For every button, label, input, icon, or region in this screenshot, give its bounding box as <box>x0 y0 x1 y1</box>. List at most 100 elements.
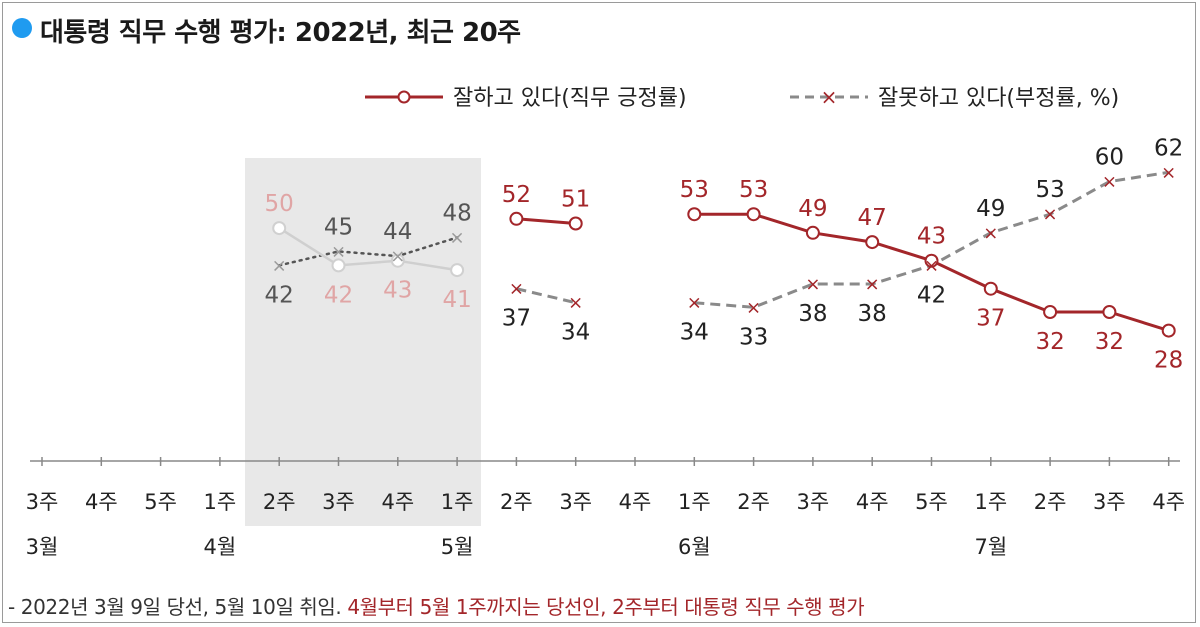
positive-data-label: 50 <box>265 191 294 217</box>
x-tick-label: 4주 <box>85 490 118 514</box>
negative-point: × <box>509 279 524 300</box>
x-tick-label: 1주 <box>441 490 474 514</box>
chart-title: 대통령 직무 수행 평가: 2022년, 최근 20주 <box>40 18 521 48</box>
positive-data-label: 37 <box>976 306 1005 332</box>
positive-data-label: 28 <box>1154 348 1183 374</box>
x-tick-label: 2주 <box>500 490 533 514</box>
x-tick-label: 2주 <box>263 490 296 514</box>
x-tick-label: 1주 <box>678 490 711 514</box>
month-label: 7월 <box>974 535 1007 559</box>
positive-point <box>983 281 998 296</box>
x-tick-label: 1주 <box>974 490 1007 514</box>
month-label: 5월 <box>441 535 474 559</box>
x-tick-label: 4주 <box>856 490 889 514</box>
positive-data-label: 43 <box>917 224 946 250</box>
negative-data-label: 38 <box>858 301 887 327</box>
positive-data-label: 51 <box>561 187 590 213</box>
negative-point: × <box>272 255 287 276</box>
positive-data-label: 49 <box>798 196 827 222</box>
positive-data-label: 43 <box>383 278 412 304</box>
negative-data-label: 42 <box>265 282 294 308</box>
x-tick-label: 3주 <box>559 490 592 514</box>
negative-point: × <box>805 274 820 295</box>
negative-data-label: 62 <box>1154 135 1183 161</box>
positive-point <box>272 221 287 236</box>
negative-data-label: 49 <box>976 196 1005 222</box>
legend-negative-marker: × <box>821 85 838 109</box>
positive-point <box>509 211 524 226</box>
x-tick-label: 3주 <box>1093 490 1126 514</box>
positive-data-label: 53 <box>680 177 709 203</box>
x-tick-label: 4주 <box>1152 490 1185 514</box>
negative-point: × <box>390 246 405 267</box>
negative-data-label: 42 <box>917 282 946 308</box>
x-tick-label: 3주 <box>322 490 355 514</box>
negative-point: × <box>746 297 761 318</box>
title-bullet-icon <box>12 18 32 38</box>
positive-point <box>805 225 820 240</box>
month-label: 3월 <box>26 535 59 559</box>
negative-point: × <box>1161 162 1176 183</box>
negative-point: × <box>1102 172 1117 193</box>
positive-point <box>1043 305 1058 319</box>
positive-point <box>1102 305 1117 319</box>
x-tick-label: 1주 <box>204 490 237 514</box>
positive-point <box>746 207 761 222</box>
x-tick-label: 4주 <box>619 490 652 514</box>
positive-point <box>687 207 702 222</box>
month-label: 6월 <box>678 535 711 559</box>
positive-data-label: 32 <box>1035 329 1064 355</box>
negative-data-label: 53 <box>1035 177 1064 203</box>
positive-series-line <box>278 227 458 272</box>
negative-data-label: 44 <box>383 219 412 245</box>
negative-data-label: 48 <box>442 201 471 227</box>
legend-positive-label: 잘하고 있다(직무 긍정률) <box>453 86 687 111</box>
transition-period-shade <box>245 158 481 526</box>
negative-point: × <box>865 274 880 295</box>
positive-data-label: 53 <box>739 177 768 203</box>
negative-series-line <box>277 236 459 267</box>
positive-point <box>865 235 880 250</box>
positive-data-label: 32 <box>1095 329 1124 355</box>
x-tick-label: 2주 <box>737 490 770 514</box>
positive-point <box>568 216 583 231</box>
footnote: - 2022년 3월 9일 당선, 5월 10일 취임. 4월부터 5월 1주까… <box>8 591 865 620</box>
x-tick-label: 4주 <box>381 490 414 514</box>
positive-data-label: 41 <box>442 287 471 313</box>
legend-negative-label: 잘못하고 있다(부정률, %) <box>878 86 1120 111</box>
negative-point: × <box>568 293 583 314</box>
negative-data-label: 60 <box>1095 145 1124 171</box>
negative-point: × <box>450 228 465 249</box>
negative-data-label: 34 <box>561 320 590 346</box>
month-label: 4월 <box>204 535 237 559</box>
x-tick-label: 3주 <box>26 490 59 514</box>
footnote-part1: - 2022년 3월 9일 당선, 5월 10일 취임. <box>8 595 342 619</box>
positive-point <box>1161 323 1176 338</box>
negative-data-label: 33 <box>739 324 768 350</box>
negative-data-label: 34 <box>680 320 709 346</box>
legend-positive-marker <box>397 90 411 104</box>
positive-data-label: 47 <box>858 205 887 231</box>
footnote-part2: 4월부터 5월 1주까지는 당선인, 2주부터 대통령 직무 수행 평가 <box>347 595 865 619</box>
negative-data-label: 38 <box>798 301 827 327</box>
negative-point: × <box>983 223 998 244</box>
positive-data-label: 42 <box>324 282 353 308</box>
x-tick-label: 5주 <box>144 490 177 514</box>
negative-point: × <box>1043 204 1058 225</box>
positive-point <box>390 253 405 268</box>
negative-data-label: 37 <box>502 306 531 332</box>
negative-point: × <box>687 293 702 314</box>
positive-point <box>331 258 346 273</box>
negative-point: × <box>924 255 939 276</box>
positive-point <box>450 263 465 278</box>
positive-data-label: 52 <box>502 182 531 208</box>
x-tick-label: 2주 <box>1034 490 1067 514</box>
negative-data-label: 45 <box>324 214 353 240</box>
positive-point <box>924 253 939 268</box>
positive-series-line <box>516 217 576 225</box>
negative-series-line <box>516 287 577 305</box>
negative-point: × <box>331 241 346 262</box>
x-tick-label: 5주 <box>915 490 948 514</box>
